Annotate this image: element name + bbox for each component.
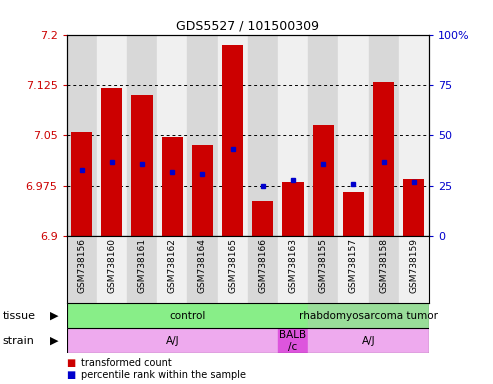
Bar bbox=[308, 303, 429, 328]
Text: control: control bbox=[169, 311, 206, 321]
Bar bbox=[67, 328, 278, 353]
Text: GSM738160: GSM738160 bbox=[107, 238, 116, 293]
Text: A/J: A/J bbox=[362, 336, 375, 346]
Text: GSM738164: GSM738164 bbox=[198, 238, 207, 293]
Text: GSM738165: GSM738165 bbox=[228, 238, 237, 293]
Text: GSM738161: GSM738161 bbox=[138, 238, 146, 293]
Text: ▶: ▶ bbox=[50, 311, 59, 321]
Text: strain: strain bbox=[2, 336, 35, 346]
Bar bbox=[368, 35, 399, 236]
Text: ▶: ▶ bbox=[50, 336, 59, 346]
Bar bbox=[217, 35, 247, 236]
Text: tissue: tissue bbox=[2, 311, 35, 321]
Bar bbox=[187, 236, 217, 303]
Bar bbox=[97, 35, 127, 236]
Text: BALB
/c: BALB /c bbox=[280, 330, 307, 352]
Text: GSM738162: GSM738162 bbox=[168, 238, 177, 293]
Text: GSM738158: GSM738158 bbox=[379, 238, 388, 293]
Text: A/J: A/J bbox=[166, 336, 179, 346]
Text: GDS5527 / 101500309: GDS5527 / 101500309 bbox=[176, 19, 319, 32]
Text: GSM738155: GSM738155 bbox=[318, 238, 328, 293]
Bar bbox=[67, 35, 97, 236]
Bar bbox=[97, 236, 127, 303]
Bar bbox=[217, 236, 247, 303]
Text: GSM738166: GSM738166 bbox=[258, 238, 267, 293]
Text: ■: ■ bbox=[67, 370, 76, 380]
Bar bbox=[127, 236, 157, 303]
Bar bbox=[278, 328, 308, 353]
Text: GSM738157: GSM738157 bbox=[349, 238, 358, 293]
Bar bbox=[101, 88, 122, 236]
Bar bbox=[157, 236, 187, 303]
Text: GSM738159: GSM738159 bbox=[409, 238, 419, 293]
Bar bbox=[338, 236, 368, 303]
Bar bbox=[252, 201, 274, 236]
Bar bbox=[373, 81, 394, 236]
Bar bbox=[403, 179, 424, 236]
Text: rhabdomyosarcoma tumor: rhabdomyosarcoma tumor bbox=[299, 311, 438, 321]
Bar bbox=[338, 35, 368, 236]
Text: ■: ■ bbox=[67, 358, 76, 368]
Bar bbox=[157, 35, 187, 236]
Bar bbox=[399, 236, 429, 303]
Bar bbox=[127, 35, 157, 236]
Text: GSM738156: GSM738156 bbox=[77, 238, 86, 293]
Bar bbox=[187, 35, 217, 236]
Bar bbox=[248, 35, 278, 236]
Bar bbox=[368, 236, 399, 303]
Bar bbox=[399, 35, 429, 236]
Bar bbox=[67, 303, 308, 328]
Bar bbox=[162, 137, 183, 236]
Bar bbox=[308, 35, 338, 236]
Bar bbox=[343, 192, 364, 236]
Bar bbox=[282, 182, 304, 236]
Bar bbox=[308, 236, 338, 303]
Bar bbox=[192, 146, 213, 236]
Text: transformed count: transformed count bbox=[81, 358, 172, 368]
Bar bbox=[67, 236, 97, 303]
Bar bbox=[278, 35, 308, 236]
Bar bbox=[308, 328, 429, 353]
Text: GSM738163: GSM738163 bbox=[288, 238, 298, 293]
Bar bbox=[222, 45, 243, 236]
Bar bbox=[71, 132, 92, 236]
Bar bbox=[278, 236, 308, 303]
Text: percentile rank within the sample: percentile rank within the sample bbox=[81, 370, 246, 380]
Bar bbox=[313, 125, 334, 236]
Bar bbox=[132, 95, 153, 236]
Bar bbox=[248, 236, 278, 303]
